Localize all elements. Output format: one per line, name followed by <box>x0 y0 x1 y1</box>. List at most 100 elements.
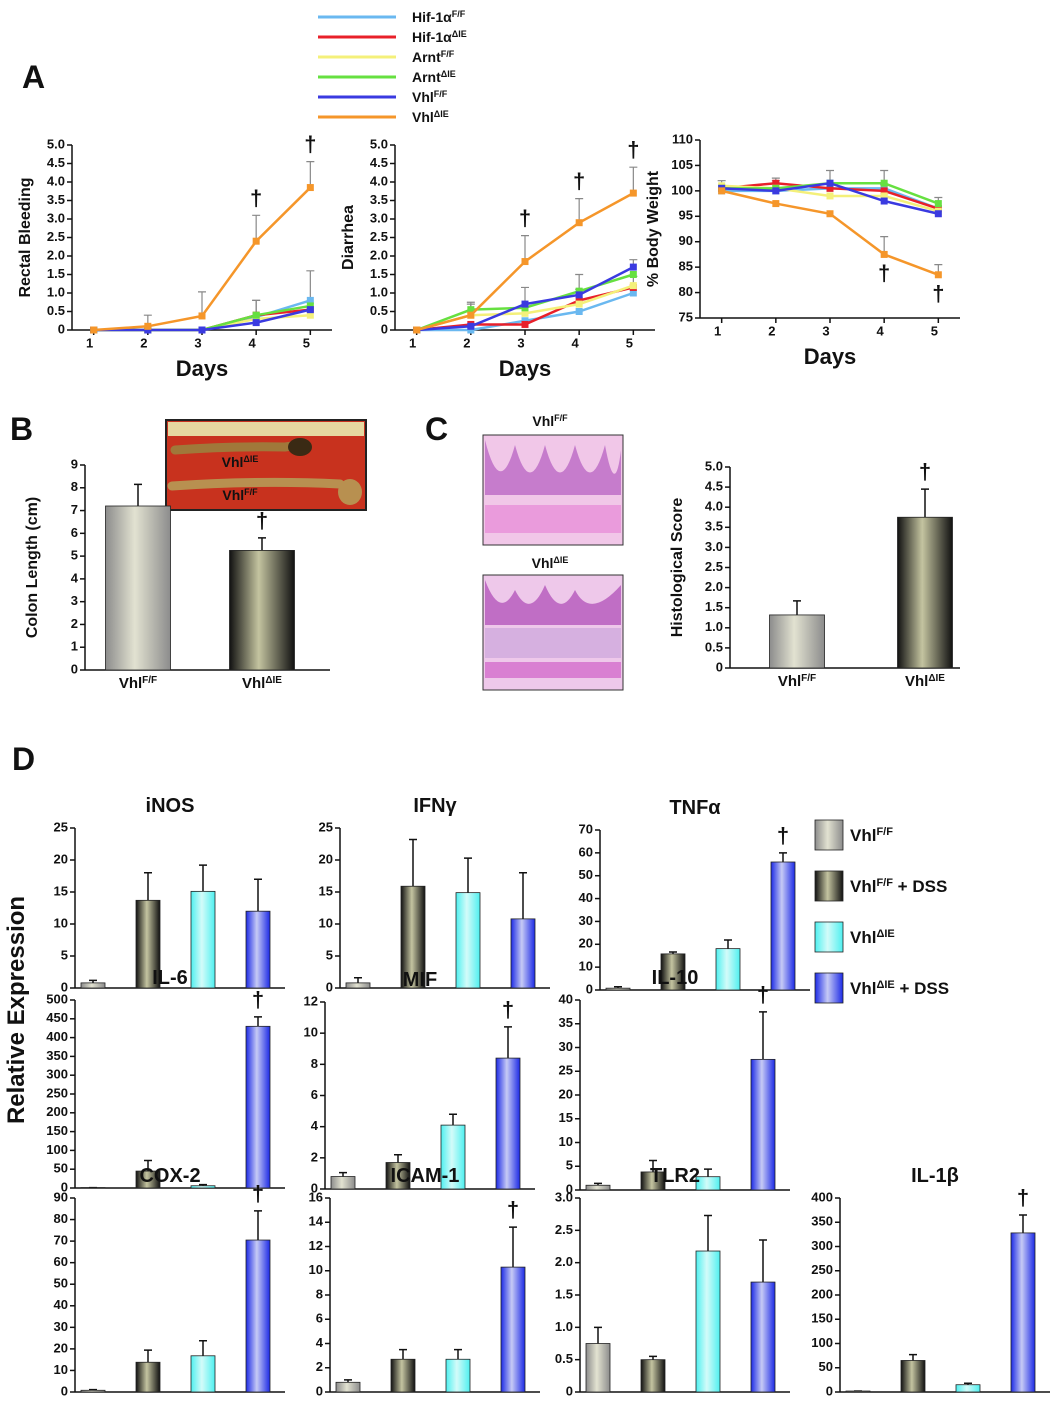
error-bar <box>144 1159 152 1172</box>
legend-swatch <box>814 870 844 902</box>
photo-label-base: Vhl <box>222 487 244 503</box>
x-tick-label: 2 <box>140 335 147 350</box>
y-tick-label: 0 <box>61 1383 68 1398</box>
legend-label: VhlΔIE <box>412 109 449 125</box>
x-axis-label: Days <box>804 344 857 369</box>
photo-label-sup: ΔIE <box>243 454 258 464</box>
y-tick-label: 2 <box>316 1359 323 1374</box>
y-tick-label: 0.5 <box>47 303 65 318</box>
error-bar <box>921 488 929 518</box>
y-tick-label: 100 <box>46 1142 68 1157</box>
y-tick-label: 15 <box>559 1110 573 1125</box>
legend-label-sup: F/F <box>452 9 466 19</box>
y-tick-label: 105 <box>671 157 693 172</box>
y-tick-label: 0 <box>58 321 65 336</box>
y-tick-label: 200 <box>811 1286 833 1301</box>
chart-title: TLR2 <box>650 1165 700 1187</box>
y-tick-label: 4 <box>311 1118 319 1133</box>
y-tick-label: 2 <box>71 616 78 631</box>
bar <box>190 1185 216 1189</box>
y-tick-label: 2 <box>311 1149 318 1164</box>
data-point <box>521 317 529 325</box>
y-tick-label: 4 <box>316 1335 324 1350</box>
error-bar <box>793 600 801 615</box>
data-point <box>880 197 888 205</box>
y-tick-label: 2.5 <box>705 559 723 574</box>
data-point <box>198 312 206 320</box>
bar <box>750 1058 776 1191</box>
legend-label: VhlF/F + DSS <box>850 877 947 896</box>
y-tick-label: 3.0 <box>705 539 723 554</box>
chart-title: IFNγ <box>413 795 457 817</box>
y-tick-label: 2.0 <box>555 1254 573 1269</box>
panel-label: A <box>22 59 45 95</box>
image-title-sup: F/F <box>554 413 568 423</box>
y-tick-label: 10 <box>54 915 68 930</box>
error-bar <box>909 1353 917 1361</box>
y-tick-label: 14 <box>309 1214 324 1229</box>
bar <box>750 1281 776 1393</box>
significance-mark: † <box>919 459 931 484</box>
image-title-base: Vhl <box>532 555 554 571</box>
legend-label-suffix: + DSS <box>893 877 947 896</box>
y-tick-label: 0 <box>61 979 68 994</box>
error-bar <box>649 1159 657 1172</box>
x-tick-label-sup: ΔIE <box>265 675 282 686</box>
data-point <box>934 210 942 218</box>
significance-mark: † <box>304 132 316 157</box>
y-tick-label: 95 <box>679 208 693 223</box>
y-tick-label: 10 <box>579 959 593 974</box>
error-bar <box>254 878 262 912</box>
bar <box>445 1358 471 1393</box>
data-point <box>90 326 98 334</box>
y-tick-label: 3.0 <box>370 210 388 225</box>
x-tick-label: 2 <box>463 335 470 350</box>
y-tick-label: 4.0 <box>47 173 65 188</box>
y-tick-label: 1.0 <box>555 1319 573 1334</box>
x-tick-label: 5 <box>931 323 938 338</box>
data-point <box>772 187 780 195</box>
data-point <box>252 311 260 319</box>
data-point <box>826 184 834 192</box>
series-line <box>721 189 939 276</box>
y-tick-label: 1.5 <box>47 266 65 281</box>
error-bar <box>254 1210 262 1241</box>
y-tick-label: 400 <box>811 1189 833 1204</box>
x-tick-label: 3 <box>822 323 829 338</box>
legend-swatch <box>814 921 844 953</box>
significance-mark: † <box>878 260 890 285</box>
legend-label-base: Hif-1α <box>412 9 452 25</box>
y-tick-label: 4.0 <box>370 173 388 188</box>
y-tick-label: 2.0 <box>705 579 723 594</box>
error-bar <box>704 1168 712 1177</box>
error-bar <box>521 235 529 262</box>
y-tick-label: 1.0 <box>47 284 65 299</box>
y-tick-label: 60 <box>54 1254 68 1269</box>
bar <box>897 516 953 669</box>
data-point <box>880 192 888 200</box>
y-tick-label: 1.5 <box>555 1286 573 1301</box>
significance-mark: † <box>519 206 531 231</box>
significance-mark: † <box>627 137 639 162</box>
bar <box>500 1266 526 1393</box>
y-tick-label: 75 <box>679 309 693 324</box>
y-tick-label: 25 <box>54 819 68 834</box>
significance-mark: † <box>932 281 944 306</box>
data-point <box>575 291 583 299</box>
y-tick-label: 5 <box>326 947 333 962</box>
legend-label: Hif-1αF/F <box>412 9 466 25</box>
y-tick-label: 80 <box>679 284 693 299</box>
y-tick-label: 4.0 <box>705 499 723 514</box>
y-tick-label: 5.0 <box>370 136 388 151</box>
x-tick-label: 5 <box>626 335 633 350</box>
bar <box>80 1389 106 1393</box>
y-tick-label: 20 <box>54 1340 68 1355</box>
y-tick-label: 3 <box>71 593 78 608</box>
x-tick-label: VhlΔIE <box>242 675 282 693</box>
y-tick-label: 0 <box>566 1383 573 1398</box>
y-tick-label: 35 <box>559 1015 573 1030</box>
chart-title: iNOS <box>146 795 195 817</box>
y-tick-label: 2.5 <box>47 229 65 244</box>
y-tick-label: 1.5 <box>370 266 388 281</box>
image-title: VhlΔIE <box>532 555 569 571</box>
